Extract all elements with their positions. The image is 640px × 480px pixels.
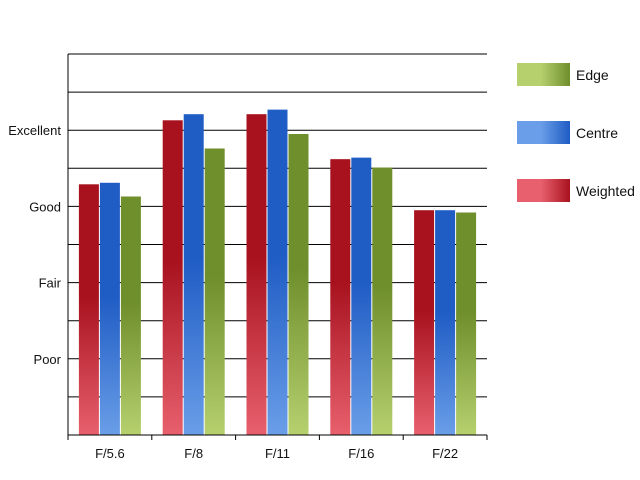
legend-label-centre: Centre <box>576 125 618 141</box>
y-tick-label: Fair <box>39 276 62 291</box>
bars <box>78 109 477 435</box>
bar-weighted-5 <box>414 210 435 435</box>
y-tick-label: Good <box>29 199 61 214</box>
bar-centre-2 <box>183 114 204 435</box>
bar-edge-3 <box>288 134 309 435</box>
bar-weighted-1 <box>78 184 99 435</box>
bar-centre-1 <box>99 182 120 435</box>
bar-centre-3 <box>267 109 288 435</box>
legend: Edge Centre Weighted <box>517 63 635 202</box>
legend-label-weighted: Weighted <box>576 183 635 199</box>
x-tick-labels: F/5.6 F/8 F/11 F/16 F/22 <box>95 446 458 461</box>
legend-swatch-edge <box>517 63 570 86</box>
bar-edge-2 <box>204 148 225 435</box>
y-tick-labels: Poor Fair Good Excellent <box>8 123 61 367</box>
bar-centre-4 <box>351 157 372 435</box>
x-tick-label: F/8 <box>184 446 203 461</box>
bar-weighted-3 <box>246 114 267 435</box>
bar-edge-1 <box>120 196 141 435</box>
bar-edge-5 <box>456 212 477 435</box>
axes <box>67 54 488 440</box>
legend-swatch-centre <box>517 121 570 144</box>
x-tick-label: F/5.6 <box>95 446 125 461</box>
x-tick-label: F/16 <box>348 446 374 461</box>
legend-label-edge: Edge <box>576 67 609 83</box>
x-tick-label: F/11 <box>265 446 290 461</box>
bar-weighted-4 <box>330 159 351 435</box>
y-tick-label: Excellent <box>8 123 61 138</box>
bar-edge-4 <box>372 167 393 435</box>
y-tick-label: Poor <box>34 352 62 367</box>
bar-weighted-2 <box>162 120 183 435</box>
x-tick-label: F/22 <box>432 446 458 461</box>
bar-centre-5 <box>435 210 456 435</box>
legend-swatch-weighted <box>517 179 570 202</box>
